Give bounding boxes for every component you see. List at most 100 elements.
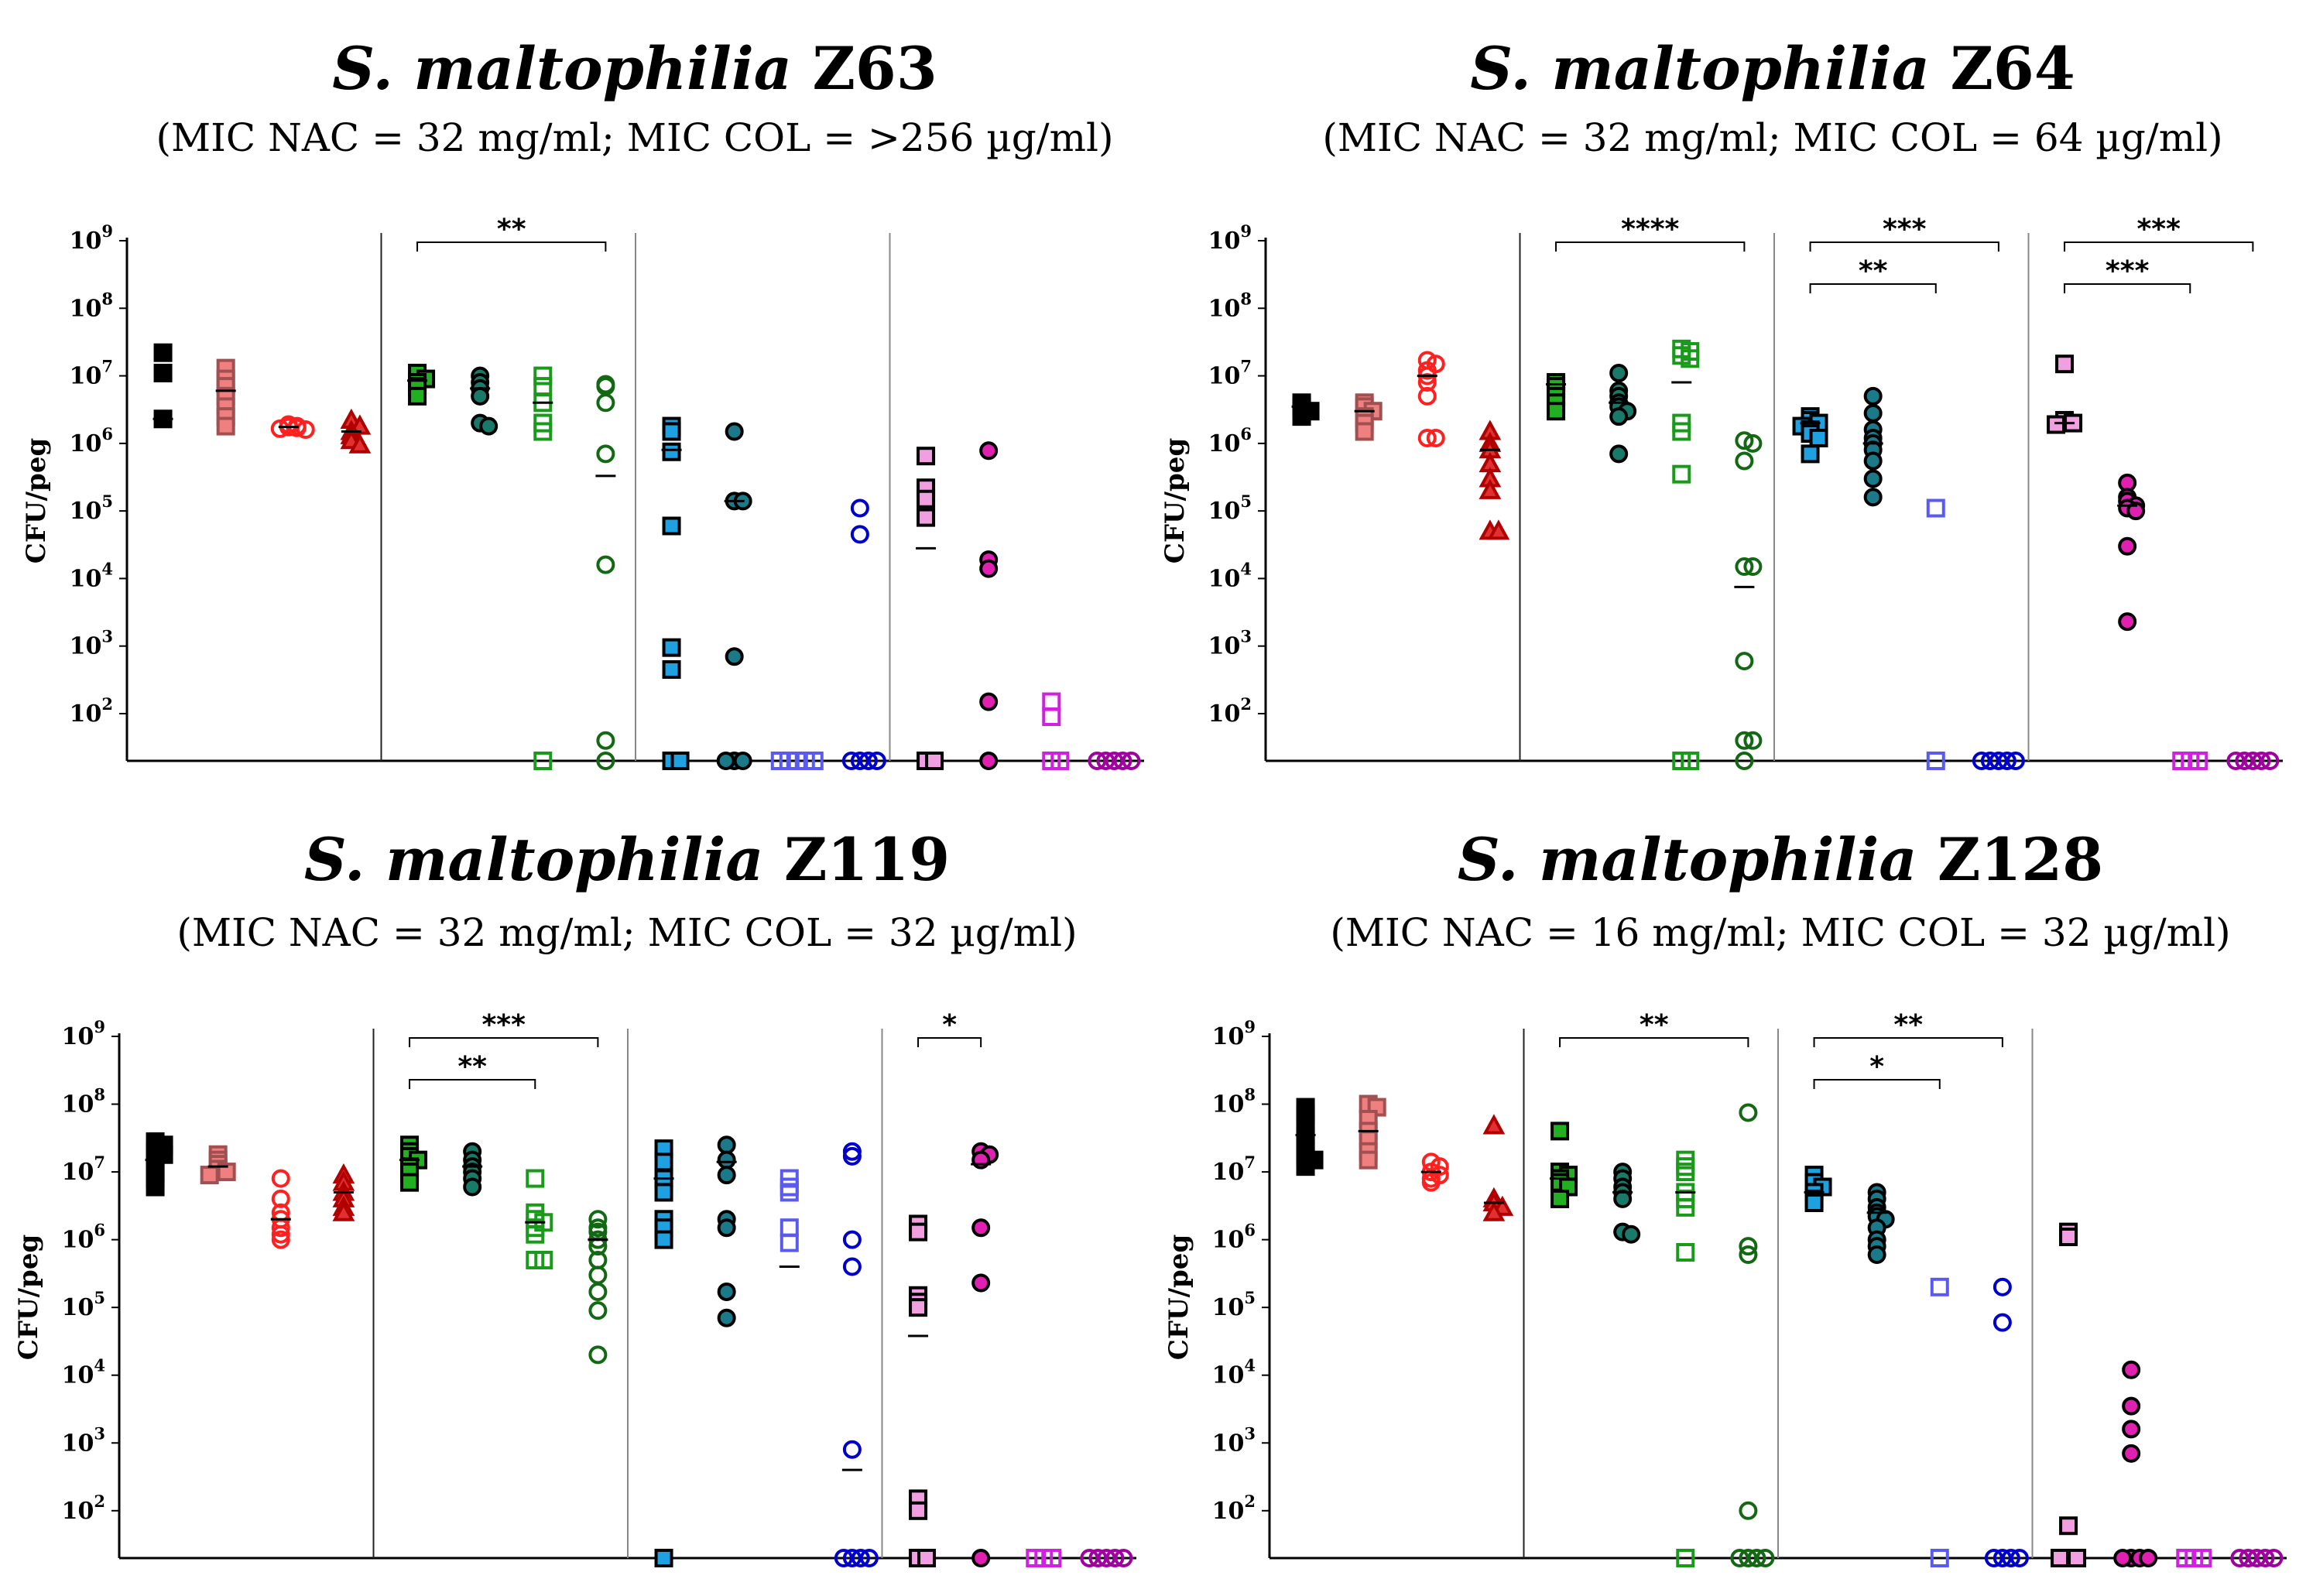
y-tick-exponent: 8 [101,289,113,308]
data-point [804,752,824,770]
data-point [146,1177,165,1197]
data-point [1926,752,1945,770]
data-point [588,1265,608,1285]
data-point [842,1440,862,1459]
y-tick-base: 10 [1212,1362,1245,1389]
data-point [780,1183,799,1202]
significance-bracket [1809,283,1937,293]
data-point [2139,1549,2158,1567]
y-tick-label: 108 [62,1085,105,1118]
data-point [2068,1549,2087,1567]
data-point [1426,428,1445,447]
data-point [2010,1549,2029,1567]
data-point [971,1150,991,1170]
data-point [662,659,681,679]
data-point [1730,1549,1749,1567]
y-tick-exponent: 3 [1244,1423,1256,1443]
data-point [717,1308,736,1327]
y-tick-base: 10 [1208,565,1241,592]
data-point [1482,1114,1506,1135]
data-point [1114,1549,1133,1567]
y-tick-exponent: 5 [1240,491,1252,511]
data-point [917,508,936,527]
panel-subtitle: (MIC NAC = 32 mg/ml; MIC COL = 32 µg/ml) [176,910,1077,955]
data-point [1359,1150,1378,1170]
data-point [533,377,553,396]
data-point [717,1283,736,1302]
y-tick-exponent: 7 [101,357,113,376]
data-point [526,1224,545,1244]
data-point [2059,1228,2078,1247]
data-point [1088,1549,1108,1567]
y-tick-exponent: 7 [94,1152,105,1172]
data-point [533,752,553,770]
data-point [770,752,790,770]
data-point [588,1237,608,1256]
significance-label: *** [2106,255,2150,287]
panel-z128: S. maltophilia Z128 (MIC NAC = 16 mg/ml;… [1163,825,2287,1567]
y-tick-label: 106 [62,1221,105,1254]
data-point [2122,1444,2141,1463]
significance-bracket [1813,1079,1941,1089]
data-point [2176,1549,2195,1567]
data-point [1292,407,1311,426]
data-point [2051,1549,2070,1567]
data-point [1676,1163,1695,1182]
data-point [2059,1516,2078,1536]
y-tick-exponent: 3 [101,627,113,646]
y-tick-exponent: 2 [1240,694,1252,714]
y-tick-base: 10 [62,1091,94,1118]
data-point [2118,612,2137,632]
data-point [1801,444,1820,464]
data-point [1930,1277,1949,1296]
y-tick-exponent: 7 [1240,357,1252,376]
significance-bracket [1809,241,1999,252]
y-tick-base: 10 [1212,1023,1245,1050]
panel-title: S. maltophilia Z128 [1458,825,2103,894]
data-point [1609,363,1629,382]
data-point [909,1222,928,1242]
data-point [1080,1549,1099,1567]
data-point [1863,451,1883,471]
y-tick-exponent: 5 [94,1288,105,1307]
y-tick-exponent: 2 [1244,1492,1256,1511]
y-tick-exponent: 9 [94,1017,105,1036]
panel-subtitle: (MIC NAC = 32 mg/ml; MIC COL = >256 µg/m… [156,115,1113,160]
data-point [979,441,999,461]
data-point [2172,752,2191,770]
data-point [733,752,752,770]
data-point [596,555,615,574]
y-tick-base: 10 [62,1023,94,1050]
y-tick-exponent: 3 [94,1423,105,1443]
data-point [2118,536,2137,556]
y-tick-base: 10 [70,633,102,660]
y-tick-exponent: 8 [1240,289,1252,308]
data-point [925,752,944,770]
data-point [1609,444,1629,464]
significance-bracket [409,1079,536,1089]
y-tick-base: 10 [62,1430,94,1457]
y-tick-exponent: 9 [101,221,113,241]
data-point [1863,488,1883,507]
data-point [2239,1549,2258,1567]
data-point [271,1230,290,1249]
data-point [588,1210,608,1229]
y-tick-exponent: 6 [101,424,113,444]
data-point [834,1549,853,1567]
y-tick-base: 10 [70,430,102,457]
data-point [1930,1549,1949,1567]
data-point [1735,557,1754,577]
significance-label: **** [1621,214,1679,245]
y-tick-label: 109 [70,221,113,255]
y-tick-exponent: 4 [1244,1356,1256,1375]
data-point [153,363,173,382]
data-point [153,343,173,362]
y-tick-exponent: 4 [94,1356,105,1375]
data-point [533,366,553,385]
data-point [654,1549,673,1567]
data-point [654,1230,673,1249]
y-tick-label: 104 [1212,1356,1256,1389]
data-point [2006,752,2025,770]
